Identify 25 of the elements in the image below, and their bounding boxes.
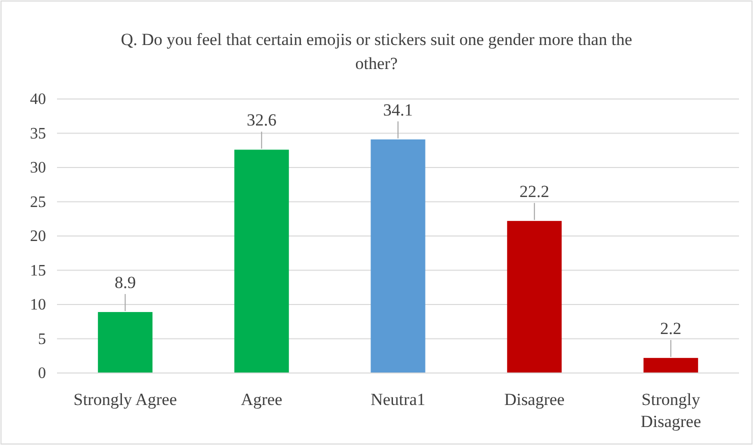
data-label: 2.2: [660, 318, 682, 338]
bar: [507, 220, 562, 373]
y-tick-label: 25: [30, 194, 46, 211]
y-tick-label: 0: [38, 365, 46, 382]
bar: [98, 312, 152, 373]
data-label: 22.2: [520, 182, 550, 201]
y-tick-label: 5: [38, 330, 46, 348]
data-label: 32.6: [246, 110, 276, 130]
chart-title: Q. Do you feel that certain emojis or stickers suit one gender more than the other?: [120, 30, 632, 73]
bar: [370, 139, 426, 373]
x-tick-label: Strongly Disagree: [640, 390, 702, 431]
data-label: 34.1: [383, 100, 413, 120]
x-tick-label: Agree: [240, 390, 282, 409]
bar: [234, 150, 289, 373]
y-tick-label: 10: [30, 296, 46, 314]
y-tick-label: 20: [30, 228, 46, 246]
y-tick-label: 15: [30, 262, 46, 280]
x-tick-label: Disagree: [504, 390, 565, 409]
y-tick-label: 40: [30, 91, 46, 108]
y-tick-label: 30: [30, 160, 46, 177]
x-tick-label: Neutra1: [370, 390, 426, 409]
bar: [644, 358, 698, 373]
y-tick-label: 35: [30, 125, 46, 142]
x-tick-label: Strongly Agree: [73, 390, 177, 409]
data-label: 8.9: [114, 273, 136, 292]
